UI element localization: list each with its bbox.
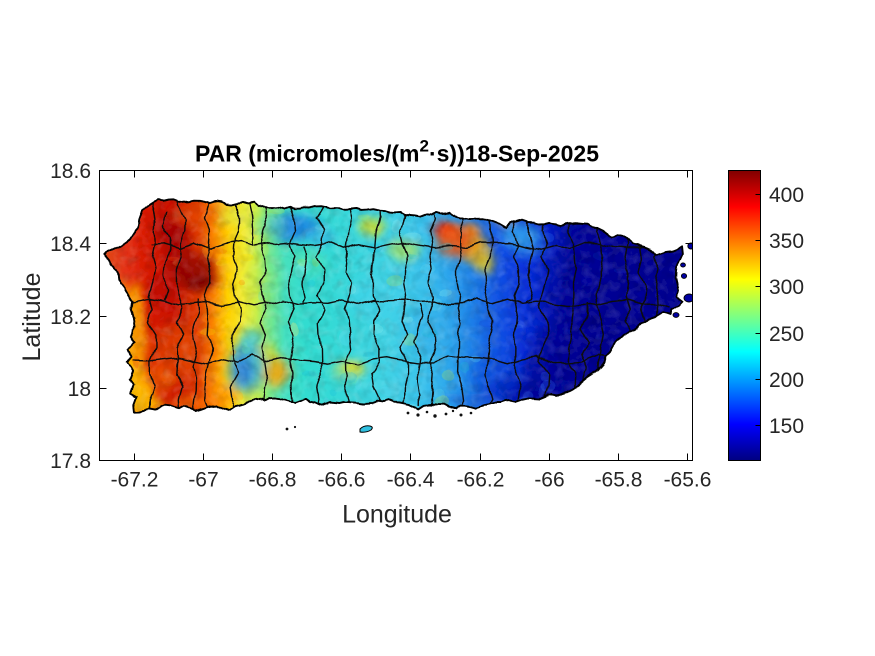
svg-text:400: 400 bbox=[769, 184, 804, 207]
svg-text:-66: -66 bbox=[534, 469, 564, 492]
svg-text:-66.4: -66.4 bbox=[387, 469, 435, 492]
svg-text:-66.8: -66.8 bbox=[249, 469, 297, 492]
svg-text:-66.2: -66.2 bbox=[457, 469, 505, 492]
svg-text:-67: -67 bbox=[188, 469, 218, 492]
svg-text:-65.6: -65.6 bbox=[664, 469, 712, 492]
svg-text:200: 200 bbox=[769, 369, 804, 392]
svg-text:18.6: 18.6 bbox=[50, 160, 91, 183]
svg-text:Latitude: Latitude bbox=[18, 273, 46, 362]
svg-text:18: 18 bbox=[68, 378, 91, 401]
svg-text:150: 150 bbox=[769, 415, 804, 438]
svg-text:-65.8: -65.8 bbox=[595, 469, 643, 492]
svg-text:300: 300 bbox=[769, 276, 804, 299]
svg-text:PAR (micromoles/(m2·s))18-Sep-: PAR (micromoles/(m2·s))18-Sep-2025 bbox=[195, 137, 599, 167]
svg-text:250: 250 bbox=[769, 323, 804, 346]
svg-text:18.2: 18.2 bbox=[50, 306, 91, 329]
svg-text:17.8: 17.8 bbox=[50, 450, 91, 473]
svg-text:Longitude: Longitude bbox=[342, 500, 452, 528]
svg-text:-66.6: -66.6 bbox=[318, 469, 366, 492]
svg-text:-67.2: -67.2 bbox=[111, 469, 159, 492]
svg-text:350: 350 bbox=[769, 230, 804, 253]
svg-text:18.4: 18.4 bbox=[50, 233, 91, 256]
